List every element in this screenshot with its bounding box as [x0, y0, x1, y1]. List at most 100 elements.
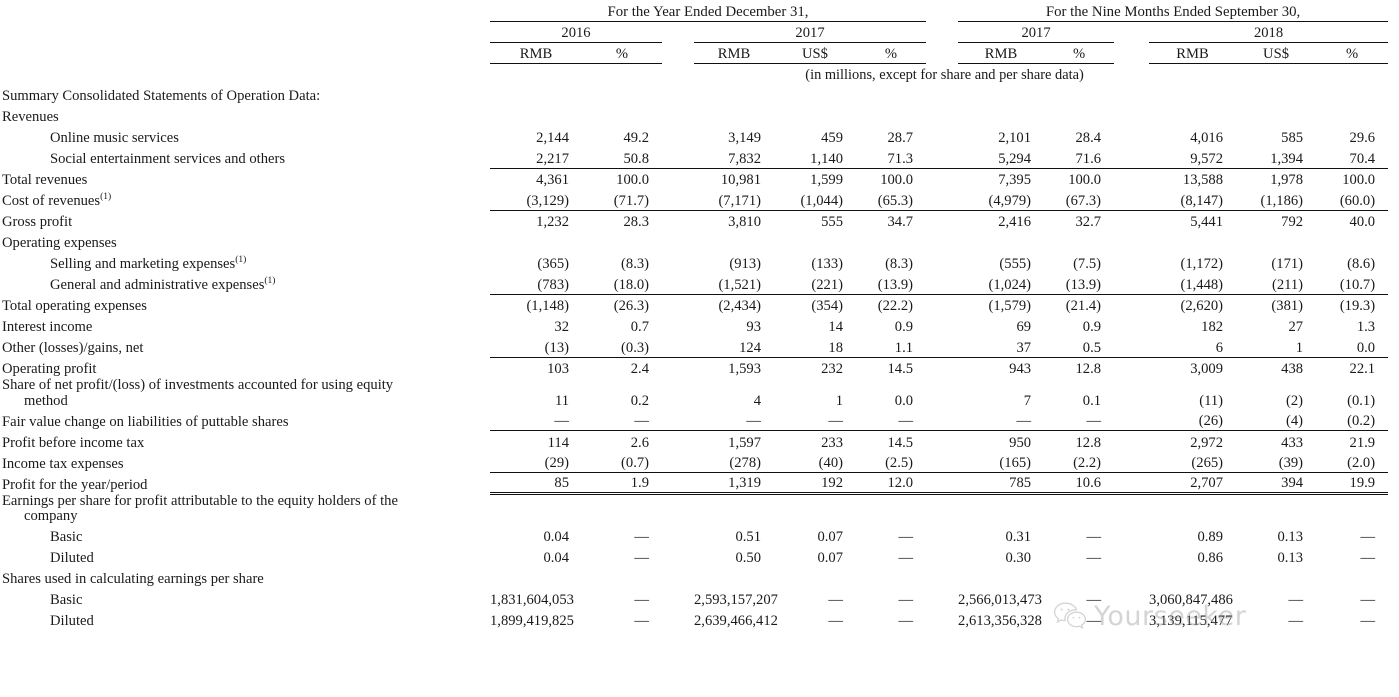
column-gap	[1114, 252, 1149, 273]
row-label: Revenues	[2, 109, 59, 125]
table-cell	[694, 567, 774, 588]
table-cell: (29)	[490, 451, 582, 473]
table-cell: 192	[774, 472, 856, 495]
table-cell	[774, 84, 856, 105]
table-cell: (8.3)	[885, 256, 914, 272]
table-cell: —	[634, 529, 649, 545]
row-label: Fair value change on liabilities of putt…	[2, 413, 289, 430]
table-cell: 7,395	[998, 172, 1032, 188]
table-cell: 5,294	[958, 147, 1045, 169]
table-row: Diluted 1,899,419,825 — 2,639,466,412 — — 2,61…	[0, 609, 1399, 630]
column-gap	[926, 168, 958, 189]
table-cell: 2,593,157,207	[694, 592, 778, 608]
table-cell	[490, 567, 582, 588]
table-cell: 0.04	[543, 550, 569, 566]
table-cell	[958, 84, 1044, 105]
table-cell: (165)	[958, 451, 1045, 473]
table-cell	[1149, 84, 1236, 105]
table-cell: 14.5	[887, 434, 914, 451]
table-cell	[1236, 494, 1316, 526]
table-cell	[1316, 84, 1388, 105]
table-cell: 2,566,013,473	[958, 592, 1042, 608]
table-cell: 1,319	[694, 472, 774, 495]
table-cell: 1,899,419,825	[490, 613, 574, 629]
table-cell	[1236, 567, 1316, 588]
row-right-pad	[1388, 588, 1399, 609]
table-cell: (133)	[811, 256, 843, 272]
table-cell	[958, 567, 1044, 588]
table-cell: (2,434)	[718, 298, 761, 314]
table-cell: 19.9	[1316, 472, 1389, 495]
table-cell: (1,448)	[1149, 273, 1237, 295]
period-right-pad	[1388, 21, 1399, 42]
table-row: Share of net profit/(loss) of investment…	[0, 377, 1399, 410]
column-gap	[1114, 336, 1150, 358]
table-cell: —	[958, 409, 1045, 431]
table-cell: —	[898, 529, 914, 545]
table-cell: —	[1360, 529, 1376, 545]
table-cell: 27	[1288, 319, 1304, 335]
table-cell	[1236, 84, 1316, 105]
table-cell: —	[634, 613, 649, 629]
table-cell: 0.9	[894, 319, 914, 335]
table-cell: (211)	[1236, 273, 1317, 295]
row-label: Selling and marketing expenses(1)	[50, 255, 247, 272]
table-body: Summary Consolidated Statements of Opera…	[0, 84, 1399, 630]
table-cell: 585	[1281, 130, 1304, 146]
table-cell: (13)	[490, 336, 582, 358]
period-2017-annual: 2017	[694, 21, 927, 43]
column-gap	[1114, 409, 1150, 431]
column-gap	[1114, 357, 1149, 378]
row-right-pad	[1388, 357, 1399, 378]
row-right-pad	[1388, 431, 1399, 452]
column-gap	[926, 567, 958, 588]
table-row: General and administrative expenses(1) (7…	[0, 273, 1399, 295]
table-row: Selling and marketing expenses(1) (365) (8…	[0, 252, 1399, 273]
table-cell: 10,981	[720, 172, 761, 188]
table-cell	[490, 84, 582, 105]
table-cell: 22.1	[1349, 361, 1376, 377]
table-cell: 0.7	[630, 319, 649, 335]
column-gap	[926, 210, 958, 231]
row-label: Diluted	[50, 550, 94, 566]
column-gap	[662, 315, 694, 336]
column-gap	[1114, 126, 1149, 147]
row-label: Share of net profit/(loss) of investment…	[2, 377, 394, 409]
table-cell	[582, 84, 662, 105]
table-cell: 6	[1149, 336, 1237, 358]
column-gap	[1114, 588, 1149, 609]
header-corner-spacer	[0, 0, 490, 21]
table-cell: 11	[554, 392, 569, 409]
row-label: Basic	[50, 529, 83, 545]
table-cell: 4,016	[1190, 130, 1224, 146]
table-cell	[856, 494, 926, 526]
row-label: Shares used in calculating earnings per …	[2, 571, 264, 587]
column-gap	[662, 294, 694, 315]
table-cell: 1,831,604,053	[490, 592, 574, 608]
column-gap	[1114, 231, 1149, 252]
table-cell: 85	[490, 472, 582, 495]
row-label: Total operating expenses	[2, 298, 147, 314]
table-cell	[1044, 567, 1114, 588]
table-cell: 71.3	[856, 147, 927, 169]
table-row: Operating profit 103 2.4 1,593 232 14.5 943 12.…	[0, 357, 1399, 378]
period-spacer	[0, 21, 490, 42]
column-gap	[926, 525, 958, 546]
table-cell	[582, 494, 662, 526]
table-row: Social entertainment services and others…	[0, 147, 1399, 169]
col-head-usd-2018i: US$	[1236, 42, 1317, 64]
table-row: Diluted 0.04 — 0.50 0.07 — 0.30 — 0.86 0.13 —	[0, 546, 1399, 567]
table-cell: (13.9)	[856, 273, 927, 295]
table-cell: 21.9	[1349, 434, 1376, 451]
table-cell: (0.7)	[582, 451, 662, 473]
table-cell: (19.3)	[1339, 298, 1376, 314]
table-cell: 103	[547, 361, 569, 377]
table-cell: 1,394	[1236, 147, 1317, 169]
table-row: Revenues	[0, 105, 1399, 126]
column-gap	[926, 189, 959, 211]
table-cell: —	[634, 592, 649, 608]
table-cell: (26.3)	[613, 298, 649, 314]
row-label: Profit for the year/period	[2, 476, 148, 493]
column-gap	[662, 105, 694, 126]
header-group-row: For the Year Ended December 31, For the …	[0, 0, 1399, 22]
